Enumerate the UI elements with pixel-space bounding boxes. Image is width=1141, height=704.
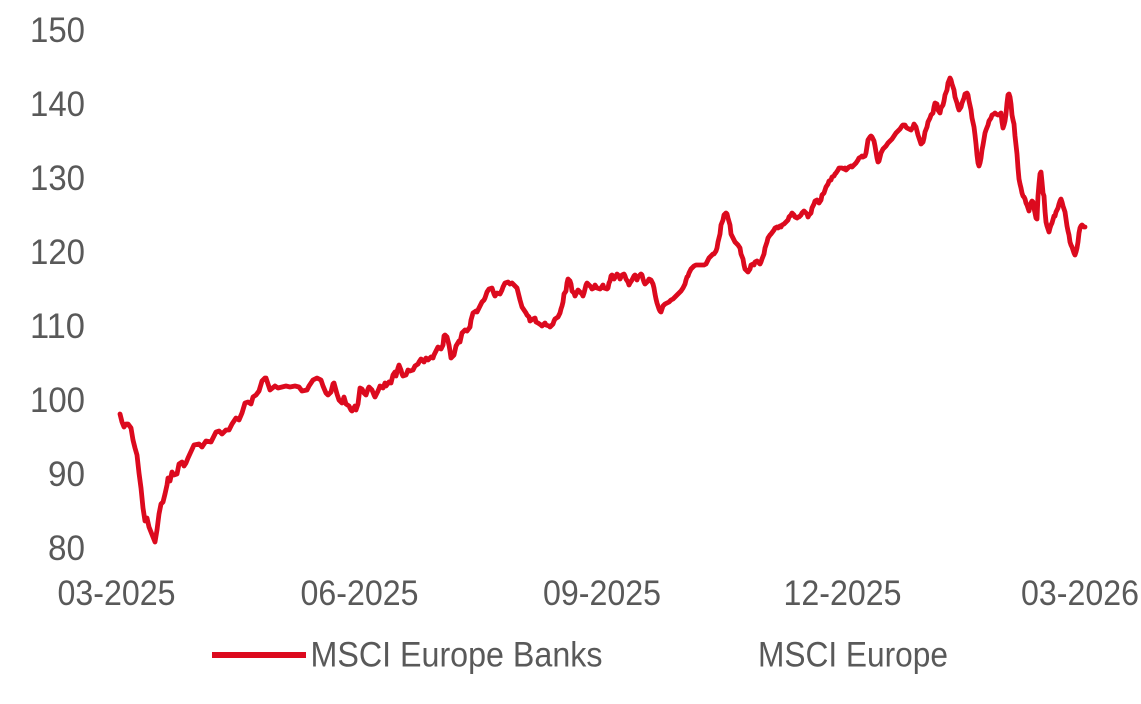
svg-text:80: 80 bbox=[48, 529, 85, 568]
svg-text:150: 150 bbox=[30, 11, 85, 50]
svg-text:MSCI Europe Banks: MSCI Europe Banks bbox=[311, 636, 603, 675]
svg-text:03-2026: 03-2026 bbox=[1021, 574, 1139, 613]
svg-text:140: 140 bbox=[30, 85, 85, 124]
svg-text:100: 100 bbox=[30, 381, 85, 420]
svg-text:90: 90 bbox=[48, 455, 85, 494]
svg-text:06-2025: 06-2025 bbox=[301, 574, 419, 613]
svg-text:MSCI Europe: MSCI Europe bbox=[758, 636, 948, 675]
svg-text:120: 120 bbox=[30, 233, 85, 272]
svg-text:09-2025: 09-2025 bbox=[543, 574, 661, 613]
svg-text:12-2025: 12-2025 bbox=[784, 574, 902, 613]
svg-text:03-2025: 03-2025 bbox=[58, 574, 176, 613]
svg-text:110: 110 bbox=[30, 307, 85, 346]
svg-text:130: 130 bbox=[30, 159, 85, 198]
